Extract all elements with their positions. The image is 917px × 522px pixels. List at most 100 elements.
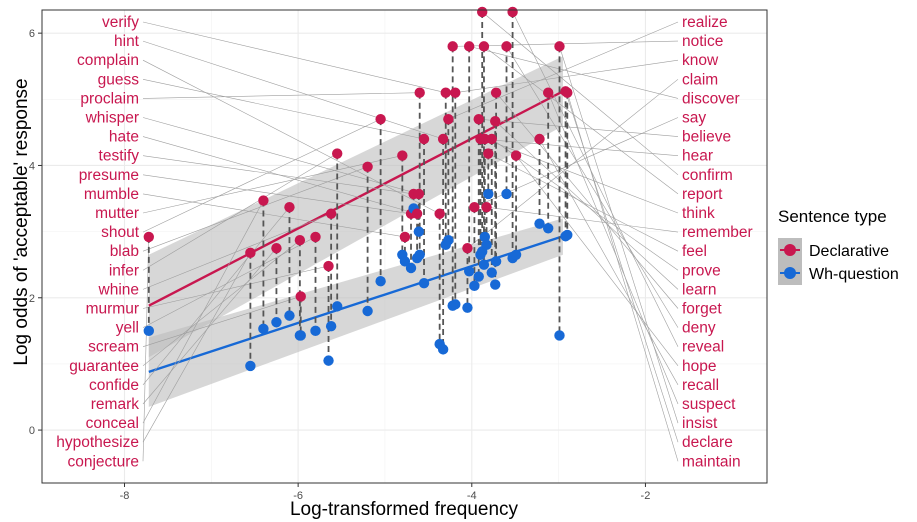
x-tick-label: -2 [641,490,651,502]
label-connector [512,11,679,347]
data-point-whquestion [437,344,449,355]
data-point-whquestion [490,256,502,267]
label-connector [455,59,679,93]
verb-label-right: believe [682,129,731,146]
trend-line [148,90,564,307]
label-connector [142,21,446,93]
data-point-whquestion [258,323,269,335]
data-point-declarative [271,242,282,254]
label-connector [142,296,301,347]
data-point-whquestion [375,276,386,287]
label-connector [142,236,316,328]
x-tick-label: -6 [293,490,303,502]
verb-label-left: hint [114,33,140,50]
data-point-declarative [411,208,423,219]
data-point-declarative [534,133,545,145]
data-point-whquestion [405,262,417,274]
verb-label-right: deny [682,320,716,337]
label-connector [142,213,332,290]
verb-label-right: say [682,110,706,127]
legend-title: Sentence type [778,207,887,226]
verb-label-right: reveal [682,339,724,356]
label-connector [452,40,679,47]
data-point-whquestion [362,305,373,317]
label-connector [142,92,420,99]
verb-label-right: realize [682,14,728,31]
verb-label-left: infer [109,262,139,279]
data-point-whquestion [479,231,491,243]
label-connector [547,92,679,405]
verb-label-left: conceal [86,415,139,432]
verb-label-right: notice [682,33,723,50]
label-connector [142,252,251,443]
data-point-whquestion [443,235,454,246]
verb-label-left: proclaim [80,90,139,107]
verb-label-right: prove [682,262,721,279]
data-point-whquestion [542,223,554,234]
data-point-whquestion [462,302,473,313]
data-point-whquestion [284,310,295,321]
verb-label-left: hypothesize [56,434,139,451]
verb-label-right: recall [682,377,719,394]
label-connector [142,153,338,271]
label-connector [142,247,277,405]
verb-label-right: forget [682,301,722,318]
verb-label-right: hear [682,148,713,165]
data-point-declarative [490,115,501,127]
label-connector [559,46,679,424]
data-point-whquestion [325,321,337,332]
data-point-declarative [258,195,269,206]
label-connector [142,239,301,367]
verb-label-right: hope [682,358,716,375]
data-point-whquestion [490,279,501,290]
label-connector [142,236,150,462]
label-connector [567,92,679,462]
data-point-declarative [310,231,321,243]
label-connector [483,46,679,195]
x-tick-label: -4 [467,490,477,502]
label-connector [142,200,264,424]
data-point-declarative [490,87,502,98]
data-point-declarative [507,6,518,18]
data-point-declarative [443,113,454,125]
confidence-bands [148,56,563,407]
data-point-whquestion [501,188,512,200]
verb-label-right: insist [682,415,718,432]
label-connector [448,21,679,120]
label-connector [142,206,290,386]
label-connector [142,40,444,140]
verb-labels: verify hint complain guess proclaim whisper ha… [56,14,752,470]
data-point-declarative [440,87,451,98]
data-point-declarative [478,41,490,52]
data-point-whquestion [483,188,494,200]
verb-label-left: whine [98,281,140,298]
legend-key-whquestion [778,261,802,285]
legend-key-declarative [778,238,802,262]
data-point-whquestion [473,271,484,282]
data-point-declarative [245,247,256,258]
y-axis-title: Log odds of 'acceptable' response [11,78,32,365]
data-point-whquestion [510,249,522,260]
data-point-whquestion [323,355,334,366]
verb-label-left: guarantee [69,358,139,375]
label-connector [495,92,679,309]
confidence-band [148,218,563,407]
verb-label-left: verify [102,14,139,31]
label-connector [482,11,679,176]
verb-label-right: feel [682,243,707,260]
verb-label-left: whisper [85,110,139,127]
data-point-whquestion [469,280,480,292]
data-point-declarative [399,231,411,243]
verb-label-left: guess [98,71,140,88]
y-tick-label: 4 [29,160,35,172]
verb-label-left: hate [109,129,139,146]
verb-label-right: learn [682,281,716,298]
plot-panel [41,9,768,484]
data-point-whquestion [245,360,256,372]
data-point-whquestion [332,301,343,312]
label-connector [142,59,440,215]
data-point-whquestion [310,325,321,337]
label-connector [142,166,368,252]
y-tick-label: 6 [29,28,35,40]
label-connector [142,193,405,238]
